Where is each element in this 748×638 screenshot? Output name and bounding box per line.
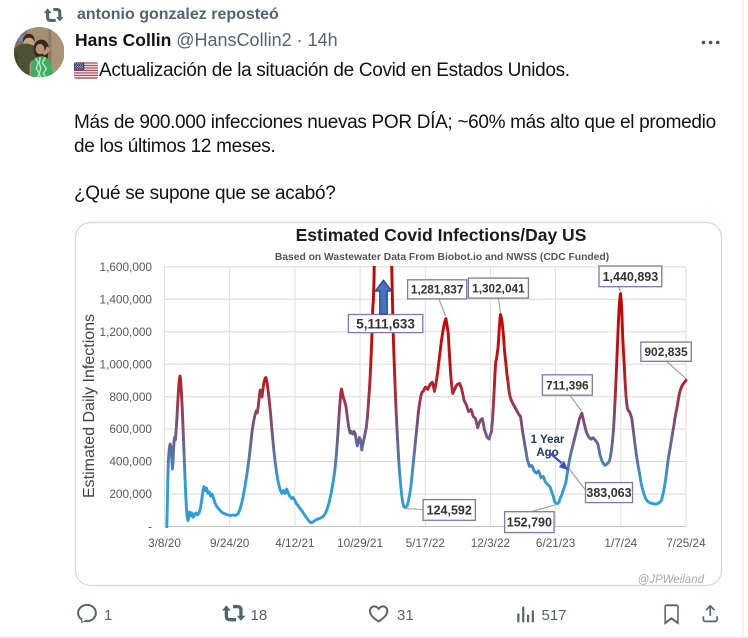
svg-text:Estimated Daily Infections: Estimated Daily Infections [81,314,98,498]
svg-text:10/29/21: 10/29/21 [337,536,383,550]
svg-text:3/8/20: 3/8/20 [148,536,181,550]
svg-text:-: - [148,520,152,534]
svg-text:1,440,893: 1,440,893 [603,270,659,284]
svg-text:7/25/24: 7/25/24 [666,536,706,550]
svg-text:Estimated Covid Infections/Day: Estimated Covid Infections/Day US [296,225,587,245]
svg-text:1,200,000: 1,200,000 [100,325,153,339]
svg-text:6/21/23: 6/21/23 [536,536,576,550]
svg-text:1,302,041: 1,302,041 [472,281,525,295]
svg-text:400,000: 400,000 [109,455,152,469]
svg-text:4/12/21: 4/12/21 [275,536,314,550]
svg-text:1/7/24: 1/7/24 [604,536,637,550]
svg-text:@JPWeiland: @JPWeiland [638,574,705,586]
svg-text:200,000: 200,000 [109,487,152,501]
svg-text:902,835: 902,835 [644,345,688,359]
svg-text:124,592: 124,592 [427,503,472,517]
svg-text:600,000: 600,000 [109,422,152,436]
svg-text:152,790: 152,790 [507,516,552,530]
svg-text:Based on Wastewater Data From: Based on Wastewater Data From Biobot.io … [275,252,609,263]
svg-text:1,000,000: 1,000,000 [100,357,153,371]
svg-text:383,063: 383,063 [586,486,631,500]
svg-text:1,281,837: 1,281,837 [411,283,464,297]
svg-text:12/3/22: 12/3/22 [471,536,510,550]
svg-text:800,000: 800,000 [109,390,152,404]
svg-text:5/17/22: 5/17/22 [406,536,445,550]
svg-text:5,111,633: 5,111,633 [356,316,415,331]
svg-text:1,400,000: 1,400,000 [100,292,153,306]
svg-text:1 Year: 1 Year [531,434,565,446]
svg-text:711,396: 711,396 [546,378,589,392]
svg-text:9/24/20: 9/24/20 [210,536,250,550]
svg-text:1,600,000: 1,600,000 [100,260,153,274]
